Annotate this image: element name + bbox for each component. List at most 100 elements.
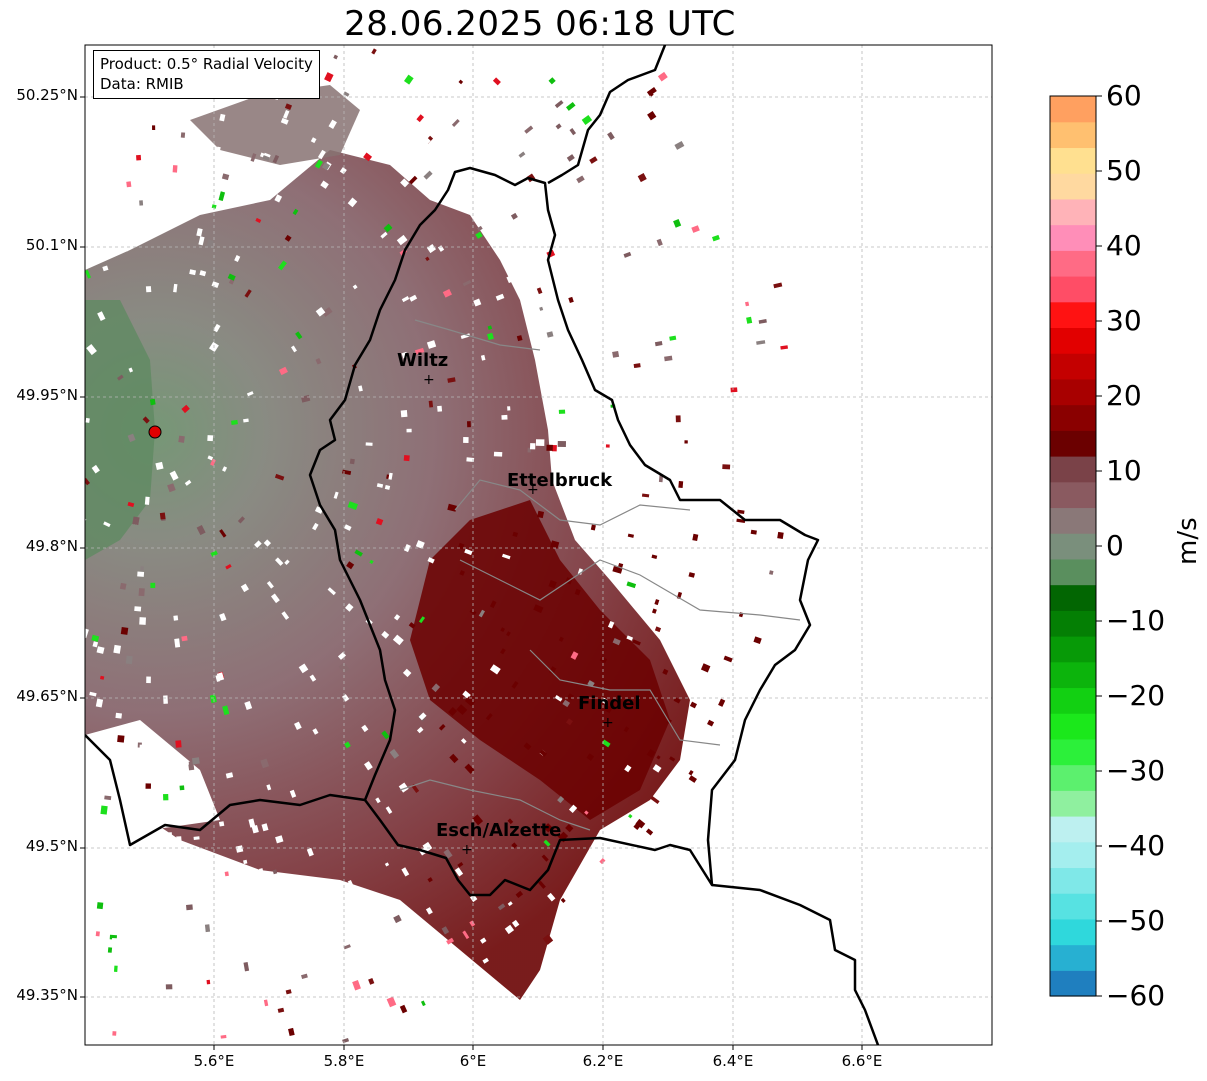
radar-pixel [126, 181, 132, 188]
colorbar-segment [1050, 918, 1096, 946]
radar-pixel [107, 947, 113, 953]
radar-pixel [163, 935, 171, 940]
colorbar-segment [1050, 636, 1096, 663]
radar-pixel [321, 162, 331, 171]
colorbar-tick-label: 40 [1106, 229, 1142, 262]
radar-pixel [766, 242, 775, 249]
city-label-ettelbruck: Ettelbruck [507, 470, 613, 491]
radar-pixel [464, 696, 476, 707]
radar-pixel [500, 627, 505, 633]
lat-label: 49.35°N [16, 986, 78, 1004]
radar-pixel [181, 635, 188, 642]
colorbar-tick-label: 0 [1106, 529, 1124, 562]
radar-pixel [628, 813, 633, 819]
radar-pixel [199, 142, 208, 152]
radar-pixel [637, 173, 647, 183]
radar-pixel [560, 125, 567, 132]
radar-pixel [188, 761, 195, 771]
radar-pixel [119, 582, 127, 590]
radar-pixel [537, 510, 545, 519]
radar-pixel [263, 999, 269, 1007]
radar-pixel [384, 862, 390, 867]
radar-pixel [623, 726, 630, 733]
lat-label: 49.8°N [25, 537, 78, 555]
radar-pixel [284, 103, 293, 111]
radar-pixel [240, 583, 249, 593]
radar-pixel [97, 311, 106, 321]
radar-pixel [761, 552, 767, 560]
radar-pixel [274, 473, 285, 481]
radar-pixel [408, 622, 416, 629]
radar-pixel [224, 871, 229, 877]
radar-pixel [658, 474, 664, 483]
city-markers: + + + + [423, 372, 614, 858]
radar-pixel [724, 307, 734, 313]
radar-pixel [426, 340, 437, 349]
radar-pixel [507, 901, 513, 907]
radar-pixel [731, 478, 740, 485]
radar-pixel [142, 416, 150, 424]
radar-pixel [215, 146, 221, 156]
radar-pixel [202, 939, 210, 949]
axis-ticks [80, 96, 863, 1050]
radar-pixel [422, 841, 433, 852]
radar-pixel [227, 273, 236, 281]
radar-pixel [594, 271, 604, 279]
radar-pixel [86, 344, 97, 356]
radar-pixel [107, 914, 113, 921]
radar-pixel [507, 215, 519, 226]
radar-pixel [654, 599, 660, 606]
radar-pixel [769, 570, 774, 575]
radar-pixel [449, 753, 459, 764]
lat-label: 50.25°N [16, 86, 78, 104]
radar-pixel [607, 620, 615, 629]
radar-pixel [365, 442, 373, 446]
radar-pixel [566, 154, 575, 162]
radar-pixel [295, 331, 303, 340]
radar-pixel [633, 823, 641, 830]
radar-pixel [168, 832, 172, 836]
radar-pixel [375, 797, 381, 804]
radar-pixel [175, 740, 182, 748]
radar-pixel [654, 626, 662, 633]
radar-pixel [589, 156, 598, 164]
radar-pixel [438, 724, 446, 731]
lon-label: 5.8°E [323, 1052, 365, 1070]
radar-pixel [211, 281, 220, 289]
radar-pixel [216, 1006, 222, 1016]
radar-pixel [315, 358, 322, 365]
radar-pixel [309, 674, 317, 682]
radar-pixel [577, 568, 583, 575]
radar-pixel [160, 915, 167, 921]
radar-pixel [413, 990, 422, 999]
radar-pixel [529, 443, 536, 450]
radar-pixel [603, 424, 608, 431]
radar-pixel [460, 333, 471, 339]
radar-pixel [511, 681, 519, 689]
radar-pixel [489, 664, 501, 675]
radar-pixel [285, 989, 292, 995]
radar-pixel [266, 784, 272, 791]
colorbar-segment [1050, 507, 1096, 534]
radar-pixel [244, 701, 253, 710]
colorbar-tick-label: −20 [1106, 679, 1166, 712]
radar-pixel [101, 773, 109, 778]
colorbar-segment [1050, 790, 1096, 817]
radar-pixel [192, 1033, 196, 1039]
radar-pixel [558, 636, 564, 642]
radar-pixel [398, 147, 408, 156]
radar-pixel [543, 839, 551, 847]
radar-pixel [415, 540, 425, 549]
radar-pixel [603, 704, 613, 714]
radar-pixel [384, 484, 391, 490]
radar-pixel [194, 160, 201, 170]
radar-pixel [511, 842, 518, 849]
colorbar-segment [1050, 276, 1096, 303]
radar-pixel [135, 824, 141, 828]
radar-pixel [117, 374, 124, 381]
radar-pixel [652, 764, 662, 773]
radar-pixel [113, 644, 122, 654]
radar-pixel [219, 529, 227, 538]
radar-pixel [646, 748, 656, 758]
radar-pixel [401, 296, 410, 303]
